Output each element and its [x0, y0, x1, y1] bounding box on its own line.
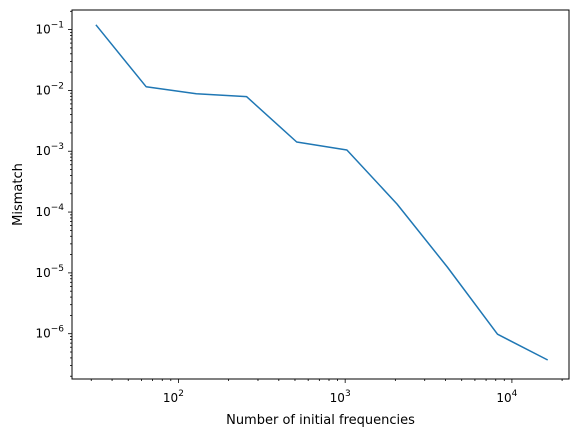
data-point: [195, 93, 197, 95]
data-point: [446, 266, 448, 268]
data-point: [497, 333, 499, 335]
data-point: [346, 149, 348, 151]
data-point: [95, 24, 97, 26]
data-point: [246, 96, 248, 98]
data-point: [296, 141, 298, 143]
data-point: [396, 203, 398, 205]
data-point: [145, 86, 147, 88]
y-axis-label: Mismatch: [11, 163, 26, 226]
data-point: [547, 359, 549, 361]
x-axis-label: Number of initial frequencies: [226, 413, 415, 428]
